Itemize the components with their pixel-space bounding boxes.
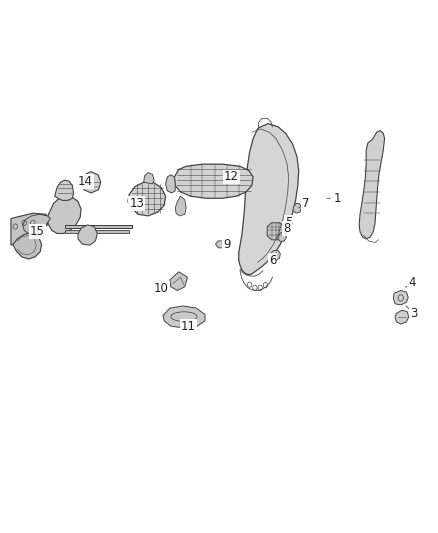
Text: 13: 13 bbox=[129, 197, 144, 210]
Polygon shape bbox=[55, 180, 74, 200]
Text: 5: 5 bbox=[286, 216, 293, 229]
Polygon shape bbox=[175, 196, 186, 216]
Text: 11: 11 bbox=[181, 320, 196, 333]
Text: 3: 3 bbox=[410, 307, 417, 320]
Polygon shape bbox=[65, 230, 129, 233]
Polygon shape bbox=[80, 172, 101, 193]
Text: 1: 1 bbox=[333, 192, 341, 205]
Polygon shape bbox=[166, 175, 175, 193]
Text: 12: 12 bbox=[224, 171, 239, 183]
Text: 6: 6 bbox=[268, 254, 276, 266]
Polygon shape bbox=[11, 213, 48, 245]
Polygon shape bbox=[23, 214, 50, 233]
Text: 14: 14 bbox=[78, 175, 93, 188]
Polygon shape bbox=[293, 204, 301, 213]
Polygon shape bbox=[174, 164, 253, 198]
Polygon shape bbox=[271, 251, 280, 260]
Polygon shape bbox=[359, 131, 385, 239]
Polygon shape bbox=[393, 290, 408, 305]
Text: 4: 4 bbox=[409, 276, 417, 289]
Text: 9: 9 bbox=[223, 238, 231, 251]
Polygon shape bbox=[239, 124, 299, 274]
Polygon shape bbox=[163, 306, 205, 328]
Text: 10: 10 bbox=[154, 282, 169, 295]
Polygon shape bbox=[278, 232, 286, 241]
Text: 7: 7 bbox=[302, 197, 310, 210]
Polygon shape bbox=[144, 173, 154, 184]
Polygon shape bbox=[78, 225, 97, 245]
Polygon shape bbox=[65, 225, 132, 228]
Polygon shape bbox=[47, 196, 81, 233]
Polygon shape bbox=[215, 241, 227, 248]
Polygon shape bbox=[267, 223, 284, 240]
Polygon shape bbox=[170, 272, 187, 290]
Polygon shape bbox=[128, 182, 166, 216]
Text: 15: 15 bbox=[30, 225, 45, 238]
Text: 8: 8 bbox=[283, 222, 290, 235]
Polygon shape bbox=[12, 230, 42, 259]
Polygon shape bbox=[395, 310, 409, 324]
